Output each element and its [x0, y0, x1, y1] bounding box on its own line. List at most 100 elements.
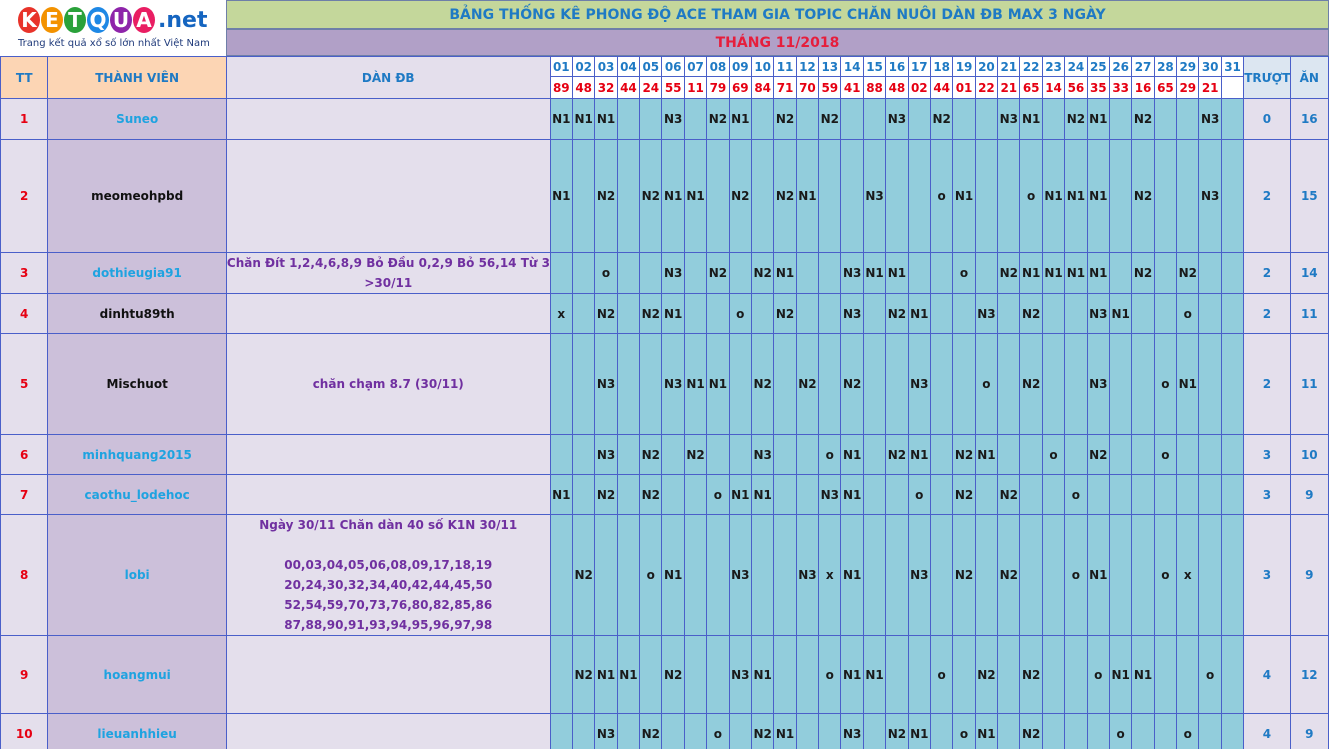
day-mark: N1: [1041, 252, 1066, 294]
day-mark: N2: [750, 713, 775, 749]
member-name[interactable]: lieuanhhieu: [47, 713, 227, 749]
day-mark: N2: [1019, 333, 1043, 435]
day-mark: N1: [1086, 98, 1110, 140]
truot-count: 0: [1243, 98, 1291, 140]
day-mark: [974, 474, 999, 515]
row-number: 8: [0, 514, 49, 636]
day-mark: [952, 635, 976, 714]
day-mark: N1: [1064, 139, 1088, 253]
member-name[interactable]: Mischuot: [47, 333, 227, 435]
truot-count: 3: [1243, 434, 1291, 475]
member-name[interactable]: minhquang2015: [47, 434, 227, 475]
header-day: 31: [1220, 56, 1245, 77]
member-name[interactable]: lobi: [47, 514, 227, 636]
member-name[interactable]: dinhtu89th: [47, 293, 227, 334]
day-mark: N2: [1064, 98, 1088, 140]
day-mark: [862, 713, 887, 749]
day-mark: o: [1041, 434, 1066, 475]
member-name[interactable]: meomeohpbd: [47, 139, 227, 253]
day-mark: [616, 293, 641, 334]
day-mark: o: [1153, 333, 1178, 435]
day-mark: [750, 293, 775, 334]
day-mark: N1: [549, 139, 573, 253]
day-mark: [795, 713, 820, 749]
day-mark: [929, 514, 954, 636]
day-mark: [1153, 635, 1178, 714]
day-mark: N1: [840, 434, 864, 475]
logo-letter: Q: [87, 7, 109, 33]
day-mark: [862, 98, 887, 140]
day-mark: [795, 98, 820, 140]
header-day: 03: [594, 56, 618, 77]
day-mark: N2: [594, 474, 618, 515]
day-mark: [974, 514, 999, 636]
day-mark: [929, 713, 954, 749]
dan-db-note: [225, 713, 551, 749]
member-name[interactable]: caothu_lodehoc: [47, 474, 227, 515]
member-name[interactable]: dothieugia91: [47, 252, 227, 294]
table-row: 9 hoangmui N2 N1 N1 N2 N3 N1 o N1 N1 o N2 N2 o N1 N1 o 4 12: [0, 635, 1329, 714]
day-mark: N1: [952, 139, 976, 253]
day-mark: N2: [952, 434, 976, 475]
header-result: 84: [750, 76, 775, 99]
header-result: [1220, 76, 1245, 99]
month-label: THÁNG 11/2018: [226, 29, 1329, 56]
header-result: 55: [661, 76, 685, 99]
day-mark: N2: [1019, 293, 1043, 334]
day-mark: N1: [862, 252, 887, 294]
table-row: 4 dinhtu89th x N2 N2 N1 o N2 N3 N2 N1 N3 N2 N3 N1 o 2 11: [0, 293, 1329, 334]
day-mark: N1: [907, 434, 931, 475]
day-mark: [706, 293, 730, 334]
an-count: 9: [1289, 474, 1329, 515]
day-mark: N2: [840, 333, 864, 435]
day-mark: N1: [549, 98, 573, 140]
day-mark: N2: [1176, 252, 1200, 294]
page-title: BẢNG THỐNG KÊ PHONG ĐỘ ACE THAM GIA TOPI…: [226, 0, 1329, 29]
day-mark: [1041, 514, 1066, 636]
header-result: 21: [1198, 76, 1222, 99]
day-mark: [683, 474, 708, 515]
an-count: 14: [1289, 252, 1329, 294]
day-mark: [1041, 333, 1066, 435]
member-name[interactable]: hoangmui: [47, 635, 227, 714]
day-mark: N2: [885, 434, 909, 475]
day-mark: o: [594, 252, 618, 294]
table-row: 3 dothieugia91 Chăn Đít 1,2,4,6,8,9 Bỏ Đầu…: [0, 252, 1329, 294]
day-mark: N2: [750, 333, 775, 435]
logo-tagline: Trang kết quả xổ số lớn nhất Việt Nam: [18, 38, 210, 49]
header-day: 10: [750, 56, 775, 77]
day-mark: N1: [750, 635, 775, 714]
day-mark: N1: [683, 139, 708, 253]
day-mark: [750, 514, 775, 636]
day-mark: [706, 635, 730, 714]
header-day: 06: [661, 56, 685, 77]
header-result: 79: [706, 76, 730, 99]
day-mark: [1153, 293, 1178, 334]
day-mark: [795, 635, 820, 714]
day-mark: [1198, 474, 1222, 515]
header-day: 24: [1064, 56, 1088, 77]
header-result: 88: [862, 76, 887, 99]
day-mark: N2: [1131, 139, 1155, 253]
day-mark: [1086, 713, 1110, 749]
day-mark: N1: [840, 514, 864, 636]
day-mark: N2: [639, 713, 663, 749]
day-mark: N1: [594, 635, 618, 714]
header-day: 11: [773, 56, 797, 77]
table-row: 6 minhquang2015 N3 N2 N2 N3 o N1 N2 N1 N2 N1 o N2 o 3 10: [0, 434, 1329, 475]
day-mark: [571, 139, 596, 253]
member-name[interactable]: Suneo: [47, 98, 227, 140]
table-row: 5 Mischuot chăn chạm 8.7 (30/11) N3 N3 N1 N1 N2…: [0, 333, 1329, 435]
an-count: 9: [1289, 713, 1329, 749]
day-mark: [571, 333, 596, 435]
header-result: 21: [997, 76, 1021, 99]
day-mark: [773, 474, 797, 515]
day-mark: [571, 434, 596, 475]
day-mark: N1: [728, 98, 752, 140]
truot-count: 2: [1243, 139, 1291, 253]
day-mark: N2: [639, 139, 663, 253]
day-mark: [1220, 333, 1245, 435]
day-mark: N3: [661, 252, 685, 294]
